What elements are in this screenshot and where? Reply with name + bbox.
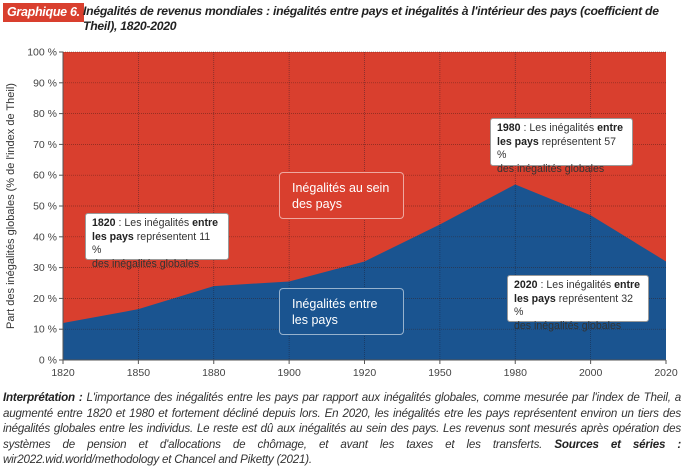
annotation-bold: entre xyxy=(614,279,641,291)
interpretation-text: L'importance des inégalités entre les pa… xyxy=(3,391,681,451)
y-tick-label: 30 % xyxy=(33,262,57,274)
annotation-1980: 1980 : Les inégalités entre les pays rep… xyxy=(490,118,633,175)
annotation-text: : Les inégalités xyxy=(520,122,598,134)
x-tick-label: 1880 xyxy=(202,367,226,379)
annotation-bold: les pays xyxy=(497,135,539,148)
y-tick-label: 40 % xyxy=(33,231,57,243)
annotation-text: représentent 11 % xyxy=(92,230,211,257)
y-tick-label: 70 % xyxy=(33,139,57,151)
y-tick-label: 60 % xyxy=(33,170,57,182)
y-tick-label: 90 % xyxy=(33,77,57,89)
y-tick-label: 80 % xyxy=(33,108,57,120)
x-tick-label: 1950 xyxy=(428,367,452,379)
x-tick-label: 1980 xyxy=(504,367,528,379)
y-tick-label: 10 % xyxy=(33,324,57,336)
annotation-text: des inégalités globales xyxy=(514,319,622,332)
x-tick-label: 2000 xyxy=(579,367,603,379)
chart-title: Inégalités de revenus mondiales : inégal… xyxy=(83,4,659,33)
annotation-text: : Les inégalités xyxy=(115,217,193,229)
region-label-within: Inégalités au sein des pays xyxy=(279,172,404,219)
region-label-between-text: Inégalités entre les pays xyxy=(292,297,378,327)
annotation-bold: les pays xyxy=(92,230,134,243)
annotation-text: des inégalités globales xyxy=(497,162,605,175)
annotation-bold: entre xyxy=(192,217,219,229)
region-label-within-text: Inégalités au sein des pays xyxy=(292,181,390,211)
region-label-between: Inégalités entre les pays xyxy=(279,288,404,335)
annotation-year: 2020 xyxy=(514,279,538,291)
x-tick-label: 1850 xyxy=(127,367,151,379)
x-tick-label: 2020 xyxy=(654,367,678,379)
x-tick-label: 1900 xyxy=(277,367,301,379)
x-tick-label: 1820 xyxy=(51,367,75,379)
annotation-text: représentent 57 % xyxy=(497,135,616,162)
annotation-text: des inégalités globales xyxy=(92,257,200,270)
annotation-1820: 1820 : Les inégalités entre les pays rep… xyxy=(85,213,229,270)
interpretation-label: Interprétation : xyxy=(3,391,83,404)
annotation-year: 1820 xyxy=(92,217,116,229)
annotation-2020: 2020 : Les inégalités entre les pays rep… xyxy=(507,275,649,332)
y-tick-label: 100 % xyxy=(27,47,57,59)
y-tick-label: 20 % xyxy=(33,293,57,305)
sources-text: wir2022.wid.world/methodology et Chancel… xyxy=(3,453,312,467)
annotation-text: représentent 32 % xyxy=(514,292,633,319)
y-tick-label: 0 % xyxy=(39,355,57,367)
y-axis-label: Part des inégalités globales (% de l'ind… xyxy=(5,83,17,329)
annotation-text: : Les inégalités xyxy=(537,279,615,291)
x-tick-label: 1920 xyxy=(353,367,377,379)
annotation-bold: entre xyxy=(597,122,624,134)
interpretation-note: Interprétation : L'importance des inégal… xyxy=(3,390,681,468)
y-tick-label: 50 % xyxy=(33,201,57,213)
annotation-bold: les pays xyxy=(514,292,556,305)
figure-badge: Graphique 6. xyxy=(3,3,84,22)
sources-label: Sources et séries : xyxy=(554,437,682,451)
annotation-year: 1980 xyxy=(497,122,521,134)
